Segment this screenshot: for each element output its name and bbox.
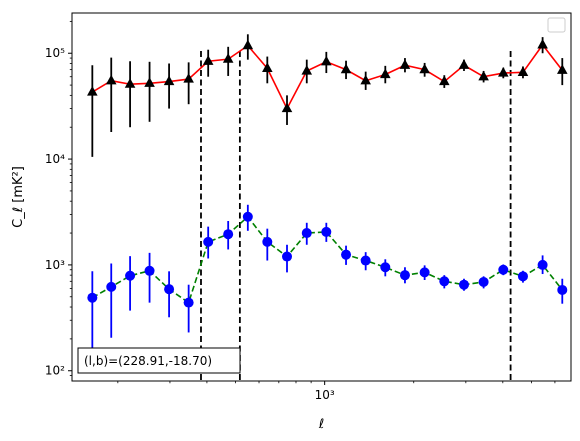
series-0-point-21: [498, 67, 509, 77]
series-1-point-13: [341, 249, 352, 260]
series-0-point-5: [183, 73, 194, 83]
series-0-point-7: [222, 53, 234, 63]
series-1-point-24: [557, 284, 568, 295]
series-0-point-3: [144, 77, 155, 87]
series-0-point-17: [419, 63, 430, 74]
annotation: (l,b)=(228.91,-18.70): [77, 347, 241, 374]
series-0-point-14: [360, 74, 371, 85]
plot-content: [87, 34, 568, 381]
legend: [547, 17, 566, 33]
series-0-point-24: [557, 64, 568, 74]
series-1-point-3: [144, 265, 155, 276]
series-0-point-18: [439, 75, 450, 86]
y-tick-label-3: 10⁵: [45, 46, 65, 60]
axes: 10² 10³ 10⁴ 10⁵ 10³: [45, 12, 572, 402]
series-1-point-2: [125, 270, 136, 281]
series-1-point-16: [399, 270, 410, 281]
series-0-point-11: [301, 64, 313, 75]
series-0: [87, 34, 568, 157]
series-1-point-12: [321, 226, 332, 237]
series-1-point-18: [439, 276, 450, 287]
series-1: [87, 204, 568, 371]
series-1-point-17: [419, 267, 430, 278]
series-0-point-9: [262, 62, 273, 72]
y-tick-label-1: 10³: [45, 258, 65, 272]
series-1-point-11: [301, 228, 312, 239]
series-0-line: [91, 43, 563, 111]
series-0-point-1: [105, 74, 117, 85]
legend-box: [547, 17, 566, 33]
y-axis-label: C_ℓ [mK²]: [11, 166, 26, 228]
x-axis-label: ℓ: [318, 417, 324, 432]
series-1-point-6: [203, 236, 214, 247]
plot-inner: [87, 34, 568, 381]
series-0-point-8: [242, 39, 254, 50]
series-0-point-23: [537, 38, 548, 49]
series-1-point-14: [360, 255, 371, 266]
series-0-point-13: [340, 63, 352, 74]
series-0-point-6: [202, 55, 214, 65]
series-0-point-2: [124, 78, 136, 88]
annotation-text: (l,b)=(228.91,-18.70): [84, 354, 212, 368]
series-1-point-21: [498, 264, 509, 275]
series-0-point-22: [517, 66, 529, 76]
y-tick-label-2: 10⁴: [45, 152, 65, 166]
series-1-point-10: [282, 251, 293, 262]
series-0-point-10: [281, 102, 293, 113]
series-1-point-0: [87, 292, 98, 303]
series-1-point-9: [262, 236, 273, 247]
series-1-point-1: [106, 281, 117, 292]
series-1-point-7: [223, 229, 234, 240]
series-0-point-16: [399, 59, 411, 69]
annotation-box: [77, 347, 241, 374]
series-1-point-15: [380, 262, 391, 273]
series-1-point-5: [183, 297, 194, 308]
series-0-point-20: [478, 70, 489, 81]
series-1-point-20: [478, 276, 489, 287]
series-0-point-4: [163, 75, 175, 86]
x-tick-label-0: 10³: [315, 388, 335, 402]
axes-frame: [71, 12, 572, 382]
series-0-point-0: [87, 86, 98, 96]
y-tick-label-0: 10²: [45, 364, 65, 378]
series-0-point-12: [321, 55, 332, 66]
series-1-point-23: [537, 259, 548, 270]
series-1-point-4: [164, 284, 175, 295]
series-1-point-22: [517, 271, 528, 282]
series-1-point-8: [242, 211, 253, 222]
series-1-point-19: [458, 279, 469, 290]
series-0-point-19: [458, 59, 470, 69]
series-0-point-15: [380, 68, 391, 79]
